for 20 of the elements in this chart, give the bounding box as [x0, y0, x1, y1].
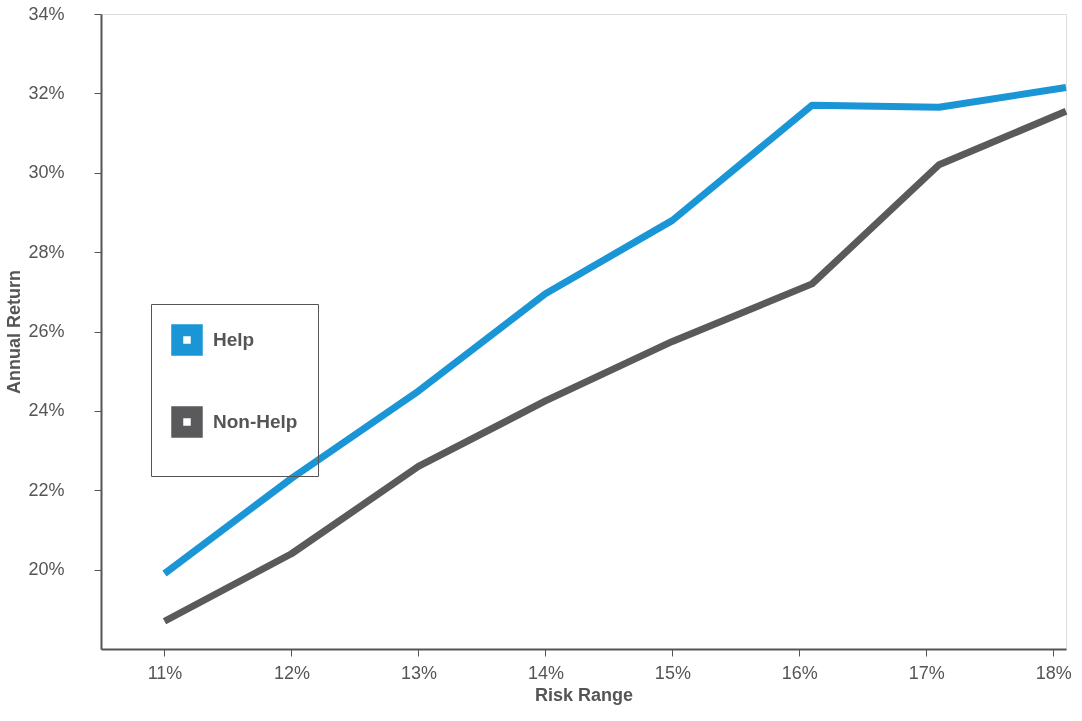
legend-label: Help: [213, 329, 255, 350]
legend-label: Non-Help: [213, 411, 298, 432]
x-tick-label: 12%: [273, 662, 310, 683]
x-tick-label: 17%: [908, 662, 945, 683]
y-tick-label: 32%: [28, 82, 65, 103]
y-tick-label: 24%: [28, 400, 65, 421]
y-tick-label: 34%: [28, 3, 65, 24]
x-tick-label: 15%: [654, 662, 691, 683]
x-tick-label: 14%: [527, 662, 564, 683]
y-tick-label: 22%: [28, 479, 65, 500]
x-tick-label: 18%: [1035, 662, 1072, 683]
x-tick-label: 16%: [781, 662, 818, 683]
y-tick-label: 30%: [28, 162, 65, 183]
y-tick-label: 20%: [28, 559, 65, 580]
x-axis-title: Risk Range: [534, 684, 634, 705]
x-tick-label: 11%: [147, 662, 183, 683]
y-tick-label: 26%: [28, 321, 65, 341]
y-tick-label: 28%: [28, 241, 65, 262]
y-axis-title: Annual Return: [4, 270, 25, 394]
x-tick-label: 13%: [400, 662, 437, 683]
